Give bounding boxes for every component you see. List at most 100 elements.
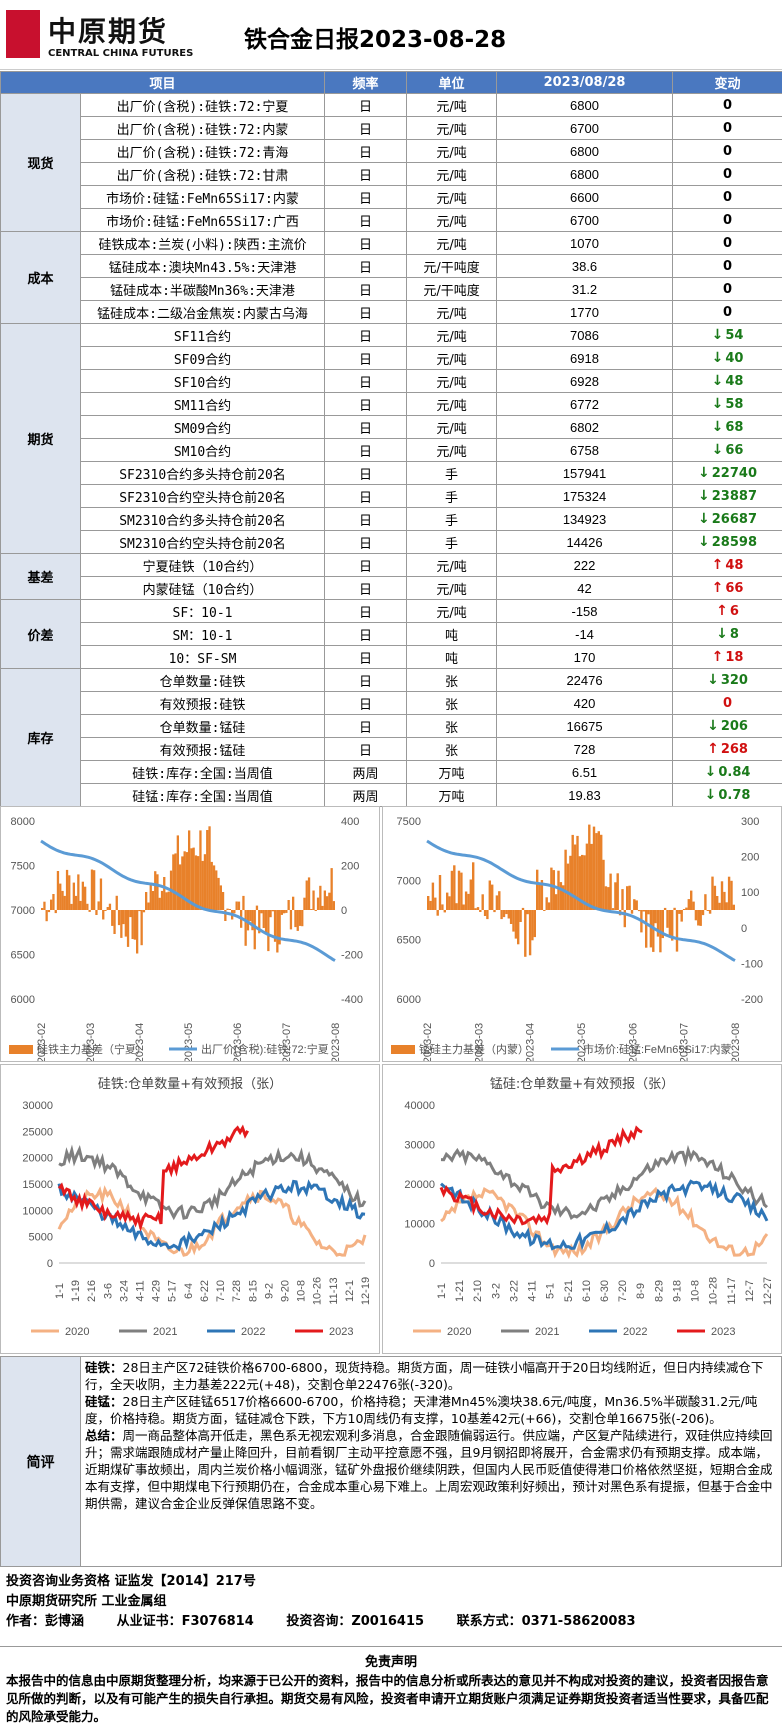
table-cell-value: 22476 — [496, 668, 674, 692]
table-category: 库存 — [0, 668, 81, 807]
basis-bar — [467, 893, 470, 910]
chart-ferrosilicon-warrants-title: 硅铁:仓单数量+有效预报（张） — [97, 1077, 283, 1092]
table-cell-change: ↓ 0.78 — [672, 783, 782, 807]
change-value: 206 — [720, 719, 748, 734]
basis-bar — [678, 910, 681, 914]
basis-bar — [117, 910, 121, 926]
table-header-row: 项目 频率 单位 2023/08/28 变动 — [0, 71, 782, 94]
arrow-down-icon: ↓ — [704, 787, 717, 803]
table-row: SF10合约日元/吨 6928 ↓ 48 — [1, 369, 782, 393]
basis-bar — [267, 910, 270, 952]
basis-bar — [528, 910, 532, 956]
table-row: 锰硅成本:澳块Mn43.5%:天津港日元/干吨度 38.6 0 — [1, 254, 782, 278]
table-cell-freq: 日 — [324, 484, 408, 508]
basis-bar — [438, 875, 442, 910]
change-value: 28598 — [711, 535, 757, 550]
data-table: 项目 频率 单位 2023/08/28 变动 现货 出厂价(含税):硅铁:72:宁… — [0, 71, 782, 807]
legend-bar-label: 锰硅主力基差（内蒙） — [419, 1042, 529, 1056]
table-cell-item: 锰硅成本:半碳酸Mn36%:天津港 — [79, 277, 326, 301]
basis-bar — [434, 897, 437, 910]
basis-bar — [108, 903, 112, 910]
basis-bar — [115, 895, 118, 910]
basis-bar — [441, 904, 444, 910]
table-cell-unit: 元/吨 — [406, 116, 498, 140]
x-axis-tick: 12-1 — [344, 1280, 356, 1302]
legend-bar-swatch — [9, 1045, 33, 1054]
change-value: 18 — [725, 650, 744, 665]
table-cell-value: 157941 — [496, 461, 674, 485]
table-cell-freq: 日 — [324, 461, 408, 485]
basis-bar — [210, 861, 213, 910]
table-row: 价差 SF：10-1 日元/吨 -158 ↑ 6 — [0, 599, 782, 669]
basis-bar — [253, 910, 256, 950]
basis-bar — [70, 903, 73, 910]
basis-bar — [307, 877, 311, 910]
arrow-down-icon: ↓ — [698, 488, 710, 504]
basis-bar — [616, 873, 619, 910]
x-axis-tick: 12-27 — [762, 1277, 774, 1305]
basis-bar — [493, 910, 496, 913]
table-cell-unit: 吨 — [406, 645, 498, 669]
basis-bar — [550, 867, 553, 910]
x-axis-tick: 2-16 — [86, 1280, 98, 1302]
table-category: 期货 — [0, 323, 81, 554]
table-cell-freq: 日 — [324, 668, 408, 692]
table-cell-value: 6918 — [496, 346, 674, 370]
y-axis-left-tick: 7500 — [11, 861, 35, 873]
basis-bar — [194, 855, 198, 910]
table-cell-unit: 手 — [406, 461, 498, 485]
legend-label: 2020 — [65, 1326, 89, 1338]
basis-bar — [90, 869, 94, 910]
basis-bar — [176, 835, 179, 910]
report-header: 中原期货 CENTRAL CHINA FUTURES 铁合金日报2023-08-… — [0, 0, 782, 70]
x-axis-tick: 2023-04 — [525, 1023, 537, 1061]
x-axis-tick: 11-17 — [726, 1277, 738, 1304]
basis-bar — [609, 873, 612, 910]
table-cell-change: ↓ 8 — [672, 622, 782, 646]
table-cell-unit: 张 — [406, 737, 498, 761]
basis-bar — [203, 854, 207, 910]
basis-bar — [310, 909, 313, 910]
basis-bar — [517, 910, 520, 945]
table-row: SM11合约日元/吨 6772 ↓ 58 — [1, 392, 782, 416]
series-line-2020 — [440, 1186, 769, 1260]
table-cell-unit: 张 — [406, 691, 498, 715]
table-row: 成本 硅铁成本:兰炭(小料):陕西:主流价日元/吨 1070 0 — [0, 231, 782, 324]
table-cell-change: ↓ 28598 — [672, 530, 782, 554]
basis-bar — [50, 899, 53, 910]
chart-ferrosilicon-warrants: 硅铁:仓单数量+有效预报（张） 30000 25000 20000 15000 1000… — [0, 1064, 380, 1354]
basis-bar — [106, 907, 109, 910]
basis-bar — [63, 895, 66, 910]
change-value: 0 — [722, 695, 733, 711]
x-axis-tick: 9-20 — [279, 1280, 291, 1302]
table-cell-item: 锰硅成本:二级冶金焦炭:内蒙古乌海 — [79, 300, 326, 324]
table-cell-item: SF：10-1 — [79, 599, 326, 623]
basis-bar — [99, 878, 103, 910]
basis-bar — [571, 834, 574, 910]
y-axis-right-tick: 400 — [341, 816, 359, 828]
x-axis-tick: 2-10 — [472, 1280, 484, 1302]
basis-bar — [645, 910, 648, 948]
x-axis-tick: 2023-03 — [85, 1023, 97, 1061]
basis-bar — [585, 843, 589, 910]
y-axis-tick: 0 — [47, 1258, 53, 1270]
y-axis-tick: 15000 — [22, 1179, 53, 1191]
table-cell-item: 10：SF-SM — [79, 645, 326, 669]
table-cell-change: 0 — [672, 300, 782, 324]
legend-label: 2021 — [535, 1326, 559, 1338]
table-cell-item: SM：10-1 — [79, 622, 326, 646]
basis-bar — [262, 910, 265, 928]
basis-bar — [326, 896, 329, 910]
table-cell-freq: 日 — [324, 208, 408, 232]
table-row: 锰硅成本:半碳酸Mn36%:天津港日元/干吨度 31.2 0 — [1, 277, 782, 301]
table-cell-freq: 日 — [324, 438, 408, 462]
table-cell-change: ↓ 54 — [672, 323, 782, 347]
basis-bar — [464, 891, 468, 910]
company-logo-icon — [6, 10, 40, 58]
table-cell-unit: 元/吨 — [406, 369, 498, 393]
x-axis-tick: 8-9 — [635, 1283, 647, 1299]
basis-bar — [113, 910, 116, 934]
commentary-silicomanganese-text: 28日主产区硅锰6517价格6600-6700，价格持稳；天津港Mn45%澳块3… — [85, 1394, 758, 1426]
basis-bar — [160, 890, 164, 910]
basis-bar — [95, 910, 98, 915]
